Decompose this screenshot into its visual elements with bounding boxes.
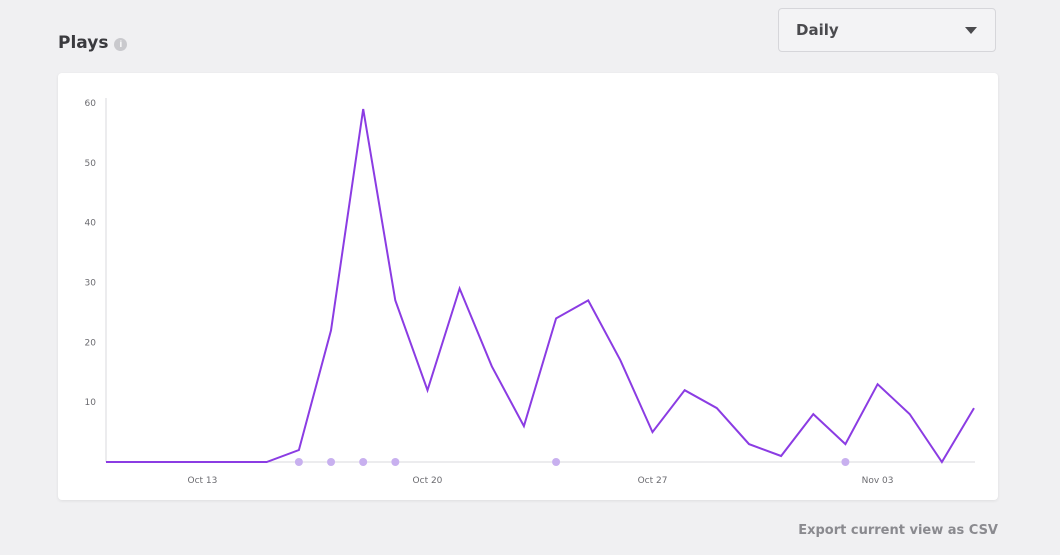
period-select[interactable]: Daily — [778, 8, 996, 52]
export-csv-link[interactable]: Export current view as CSV — [798, 523, 998, 538]
event-marker — [327, 458, 336, 466]
data-point — [842, 441, 848, 447]
data-point — [553, 315, 559, 321]
y-tick-label: 30 — [85, 279, 97, 289]
y-tick-label: 60 — [85, 99, 97, 109]
x-tick-label: Oct 27 — [638, 476, 668, 486]
data-point — [457, 285, 463, 291]
data-point — [617, 357, 623, 363]
data-point — [424, 387, 430, 393]
data-point — [264, 459, 270, 465]
data-point — [939, 459, 945, 465]
plays-line-chart: 10 20 30 40 50 60 Oct 13 Oct 20 Oct 27 Nov 03 — [85, 98, 977, 486]
data-point — [521, 423, 527, 429]
period-select-value: Daily — [796, 21, 839, 39]
data-point — [810, 411, 816, 417]
data-point — [199, 459, 205, 465]
data-point — [167, 459, 173, 465]
data-point — [907, 411, 913, 417]
header: Plays i — [58, 33, 128, 53]
chart-card: 10 20 30 40 50 60 Oct 13 Oct 20 Oct 27 Nov 03 — [58, 73, 998, 500]
event-marker — [391, 458, 400, 466]
data-point — [585, 297, 591, 303]
x-tick-label: Oct 13 — [188, 476, 218, 486]
y-tick-label: 50 — [85, 159, 97, 169]
data-point — [135, 459, 141, 465]
data-point — [360, 106, 366, 112]
data-point — [778, 453, 784, 459]
page-title: Plays — [58, 33, 109, 53]
event-marker — [359, 458, 368, 466]
data-point — [714, 405, 720, 411]
info-icon[interactable]: i — [114, 37, 128, 51]
y-tick-label: 10 — [85, 398, 97, 408]
data-point — [875, 381, 881, 387]
data-point — [489, 363, 495, 369]
plays-series-line — [106, 108, 975, 464]
x-tick-label: Oct 20 — [413, 476, 443, 486]
event-marker — [552, 458, 561, 466]
data-point — [328, 327, 334, 333]
data-point — [232, 459, 238, 465]
data-point — [392, 297, 398, 303]
data-point — [746, 441, 752, 447]
data-point — [650, 429, 656, 435]
event-marker — [294, 458, 303, 466]
data-point — [103, 459, 109, 465]
data-point — [296, 447, 302, 453]
data-point — [971, 405, 977, 411]
y-tick-label: 20 — [85, 338, 97, 348]
data-point — [682, 387, 688, 393]
caret-down-icon — [965, 26, 977, 34]
x-tick-label: Nov 03 — [862, 476, 894, 486]
y-tick-label: 40 — [85, 219, 97, 229]
event-marker — [841, 458, 850, 466]
